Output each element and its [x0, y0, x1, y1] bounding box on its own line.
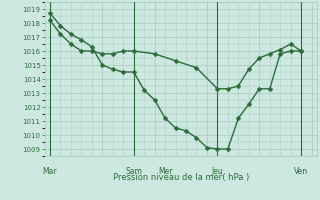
Text: Sam: Sam — [125, 167, 142, 176]
X-axis label: Pression niveau de la mer( hPa ): Pression niveau de la mer( hPa ) — [113, 173, 249, 182]
Text: Mer: Mer — [158, 167, 172, 176]
Text: Jeu: Jeu — [212, 167, 223, 176]
Text: Mar: Mar — [43, 167, 57, 176]
Text: Ven: Ven — [294, 167, 308, 176]
